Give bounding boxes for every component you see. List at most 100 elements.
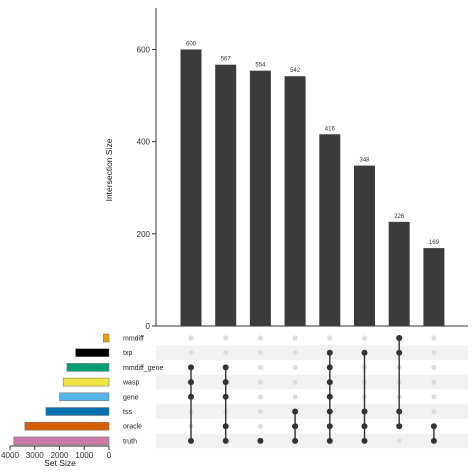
matrix-dot-active (292, 408, 299, 415)
matrix-dot-active (222, 437, 229, 444)
intersection-bar-labels: 600 567 554 542 416 348 226 169 (186, 41, 440, 246)
matrix-dot-active (430, 437, 437, 444)
set-name-label: mmdiff_gene (123, 365, 163, 372)
set-size-bar (24, 421, 110, 431)
matrix-dot-inactive (431, 394, 437, 400)
set-size-bar (59, 392, 110, 402)
matrix-dot-inactive (327, 335, 333, 341)
set-name-label: truth (123, 438, 137, 445)
intersection-bar-label: 600 (186, 41, 197, 47)
matrix-dot-active (361, 349, 368, 356)
matrix-dot-inactive (431, 364, 437, 370)
matrix-dot-active (326, 349, 333, 356)
set-size-bar (103, 333, 110, 343)
y-tick-label: 400 (137, 138, 151, 147)
matrix-dot-inactive (257, 379, 263, 385)
intersection-bar-label: 169 (429, 240, 440, 246)
matrix-dot-active (188, 364, 194, 371)
set-size-tick-label: 0 (107, 451, 112, 460)
matrix-dot-active (326, 423, 333, 430)
matrix-dot-inactive (257, 335, 263, 341)
intersection-bar (354, 165, 375, 326)
matrix-row-stripe (156, 433, 468, 449)
matrix-dot-inactive (223, 335, 229, 341)
intersection-bar-label: 567 (221, 57, 232, 63)
y-tick-label: 0 (146, 322, 151, 331)
set-size-bar (62, 377, 110, 387)
matrix-dot-inactive (292, 350, 298, 356)
intersection-bars (180, 49, 445, 327)
intersection-bar (388, 221, 410, 326)
intersection-bar (215, 64, 237, 327)
y-ticks: 0 200 400 600 (137, 45, 156, 331)
intersection-size-axis (155, 8, 468, 327)
intersection-bar-label: 542 (290, 68, 301, 74)
intersection-bar (284, 76, 306, 326)
set-size-tick-label: 3000 (26, 451, 44, 460)
matrix-dot-inactive (361, 335, 368, 341)
matrix-dot-inactive (257, 350, 263, 356)
matrix-row-stripe (156, 374, 468, 390)
intersection-bar (319, 134, 341, 326)
set-size-ticks: 4000 3000 2000 1000 0 (1, 446, 112, 460)
set-size-bars (13, 333, 110, 446)
matrix-dot-inactive (257, 394, 263, 400)
intersection-bar-label: 416 (325, 126, 336, 132)
set-name-label: wasp (122, 380, 139, 387)
set-name-label: txp (123, 350, 132, 357)
matrix-dot-inactive (431, 408, 437, 415)
matrix-dot-active (326, 393, 333, 400)
set-size-title: Set Size (44, 458, 76, 468)
matrix-dot-inactive (188, 350, 194, 356)
matrix-dot-active (326, 408, 333, 415)
matrix-dot-inactive (431, 350, 437, 356)
matrix-dot-inactive (257, 364, 263, 370)
matrix-dot-active (222, 379, 229, 386)
matrix-dot-active (396, 335, 403, 341)
y-axis-title: Intersection Size (104, 138, 114, 201)
intersection-bar-label: 348 (359, 158, 370, 164)
matrix-dot-active (396, 349, 403, 356)
set-size-bar (13, 436, 110, 446)
matrix-row-stripe (156, 345, 468, 361)
matrix-dot-active (361, 437, 368, 444)
matrix-dot-active (361, 408, 368, 415)
matrix-dot-active (188, 437, 194, 444)
matrix-dot-inactive (292, 394, 298, 400)
set-size-bar (75, 348, 110, 358)
y-tick-label: 600 (137, 45, 151, 54)
matrix-dot-inactive (223, 350, 229, 356)
matrix-dot-active (292, 437, 299, 444)
matrix-dot-active (188, 393, 194, 400)
set-size-tick-label: 1000 (75, 451, 93, 460)
intersection-bar (423, 248, 445, 326)
matrix-dot-active (257, 437, 264, 444)
set-size-tick-label: 2000 (51, 451, 69, 460)
set-size-bar (66, 363, 110, 372)
matrix-dot-inactive (257, 423, 263, 429)
set-name-label: gene (123, 394, 139, 401)
set-name-label: tss (123, 409, 132, 416)
intersection-bar (249, 70, 271, 327)
intersection-bar (180, 49, 202, 326)
set-size-tick-label: 4000 (1, 451, 19, 460)
matrix-dot-inactive (257, 408, 263, 415)
matrix-dot-active (188, 379, 194, 386)
matrix-dot-inactive (292, 364, 298, 370)
matrix-dot-active (222, 364, 229, 371)
matrix-dot-inactive (188, 335, 194, 341)
matrix-dot-active (222, 423, 229, 430)
matrix-dot-inactive (292, 335, 298, 341)
matrix-dot-active (292, 423, 299, 430)
matrix-dot-inactive (431, 335, 437, 341)
matrix-dot-inactive (431, 379, 437, 385)
matrix-dot-active (222, 393, 229, 400)
matrix-dot-active (430, 423, 437, 430)
matrix-dot-inactive (396, 438, 402, 444)
matrix-dot-inactive (292, 379, 298, 385)
intersection-bar-label: 554 (255, 63, 266, 69)
set-name-label: oracle (123, 424, 142, 431)
matrix-dot-active (361, 423, 368, 430)
